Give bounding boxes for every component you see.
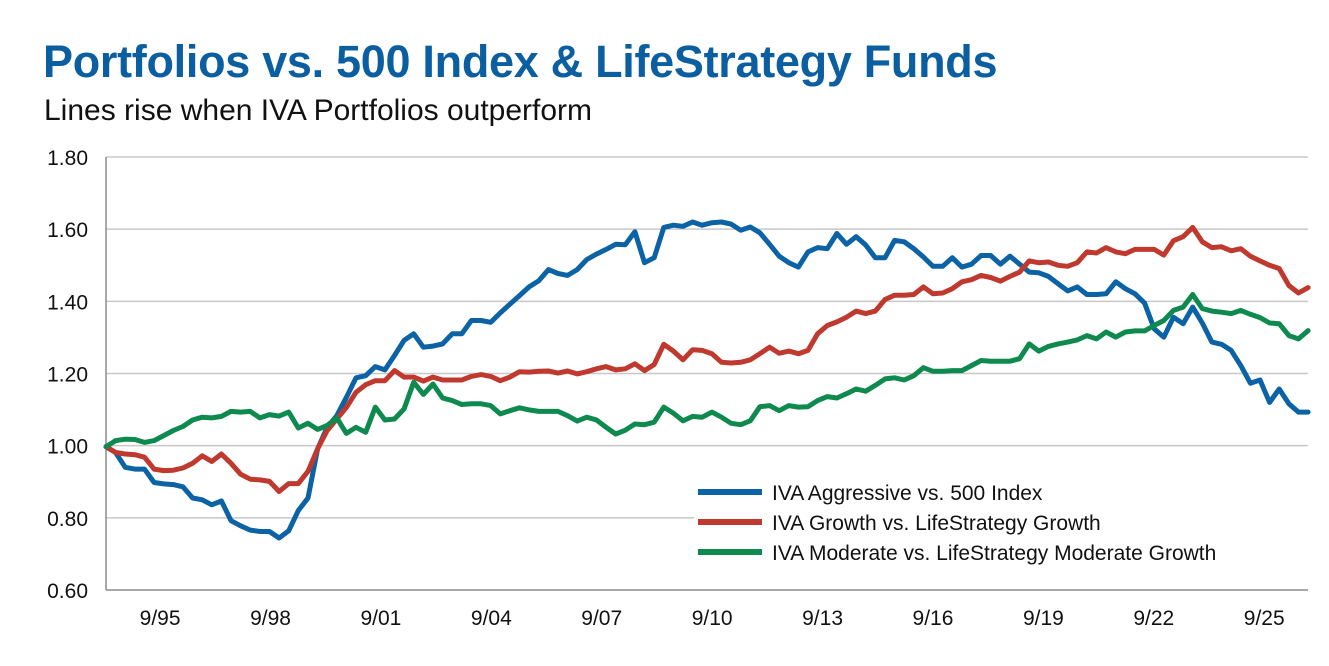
series-line-2 [103,224,1311,494]
y-tick-label: 0.80 [47,508,88,531]
x-tick-label: 9/04 [471,607,512,630]
x-tick-label: 9/10 [692,607,733,630]
x-tick-label: 9/22 [1133,607,1174,630]
x-tick-label: 9/01 [360,607,401,630]
chart-title: Portfolios vs. 500 Index & LifeStrategy … [43,36,998,87]
y-tick-label: 0.60 [47,580,88,603]
gridlines [106,156,1308,591]
y-tick-label: 1.40 [47,291,88,314]
x-tick-label: 9/07 [581,607,622,630]
series-line-3 [103,292,1311,450]
x-tick-label: 9/19 [1023,607,1064,630]
y-tick-label: 1.20 [47,364,88,387]
legend-label: IVA Aggressive vs. 500 Index [772,482,1043,505]
legend-label: IVA Growth vs. LifeStrategy Growth [772,512,1101,535]
series-lines [103,219,1311,541]
x-tick-label: 9/95 [140,607,181,630]
legend: IVA Aggressive vs. 500 Index IVA Growth v… [694,474,1308,565]
y-axis-ticks: 0.60 0.80 1.00 1.20 1.40 1.60 1.80 [47,147,88,603]
x-tick-label: 9/25 [1244,607,1285,630]
legend-label: IVA Moderate vs. LifeStrategy Moderate G… [772,542,1216,565]
chart-subtitle: Lines rise when IVA Portfolios outperfor… [44,94,593,127]
series-line-1 [103,219,1311,541]
x-axis-ticks: 9/95 9/98 9/01 9/04 9/07 9/10 9/13 9/16 9/19 9/22… [140,607,1285,630]
y-tick-label: 1.80 [47,147,88,170]
x-tick-label: 9/16 [913,607,954,630]
y-tick-label: 1.00 [47,436,88,459]
x-tick-label: 9/98 [250,607,291,630]
legend-background [694,474,1308,562]
x-tick-label: 9/13 [802,607,843,630]
y-tick-label: 1.60 [47,219,88,242]
